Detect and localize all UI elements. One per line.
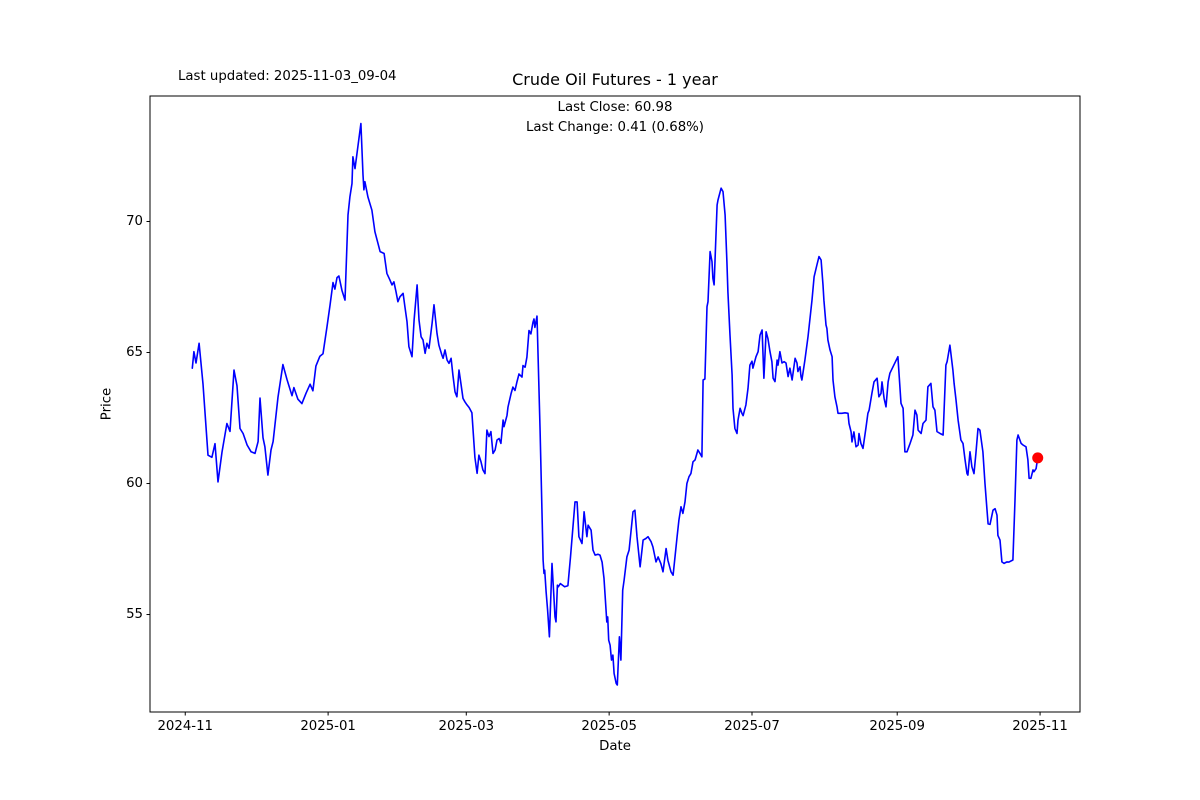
x-tick-label: 2025-01 <box>300 719 356 734</box>
y-tick-label: 60 <box>126 475 143 491</box>
last-change-text: Last Change: 0.41 (0.68%) <box>526 120 704 135</box>
y-tick-label: 55 <box>126 606 143 622</box>
last-close-marker-dot <box>1032 452 1044 464</box>
x-axis-label: Date <box>599 739 631 754</box>
y-tick-label: 70 <box>126 213 143 229</box>
x-tick-label: 2025-05 <box>581 719 637 734</box>
x-tick-label: 2024-11 <box>157 719 214 734</box>
y-axis-label: Price <box>99 387 115 421</box>
last-close-text: Last Close: 60.98 <box>557 100 673 115</box>
x-tick-label: 2025-11 <box>1012 719 1068 734</box>
x-tick-label: 2025-07 <box>724 719 780 734</box>
x-tick-label: 2025-09 <box>869 719 925 734</box>
y-tick-label: 65 <box>126 344 143 360</box>
chart-title: Crude Oil Futures - 1 year <box>512 70 718 89</box>
axes-frame <box>149 95 1081 713</box>
stats-annotation: Last Close: 60.98 Last Change: 0.41 (0.6… <box>150 98 1080 138</box>
last-updated-annotation: Last updated: 2025-11-03_09-04 <box>178 69 397 84</box>
price-line <box>191 122 1039 686</box>
x-tick-label: 2025-03 <box>438 719 495 734</box>
